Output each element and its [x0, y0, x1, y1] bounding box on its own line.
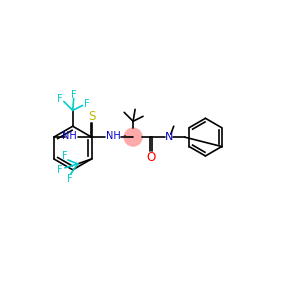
- Text: NH: NH: [106, 131, 121, 141]
- Text: F: F: [67, 174, 73, 184]
- Text: NH: NH: [62, 131, 77, 141]
- Text: ·: ·: [122, 130, 126, 142]
- Text: S: S: [88, 110, 95, 123]
- Text: F: F: [57, 94, 63, 104]
- Text: O: O: [146, 152, 156, 164]
- Text: N: N: [165, 132, 173, 142]
- Text: F: F: [62, 151, 68, 161]
- Text: F: F: [57, 165, 63, 175]
- Circle shape: [124, 128, 142, 146]
- Text: F: F: [84, 99, 89, 110]
- Text: F: F: [71, 89, 76, 100]
